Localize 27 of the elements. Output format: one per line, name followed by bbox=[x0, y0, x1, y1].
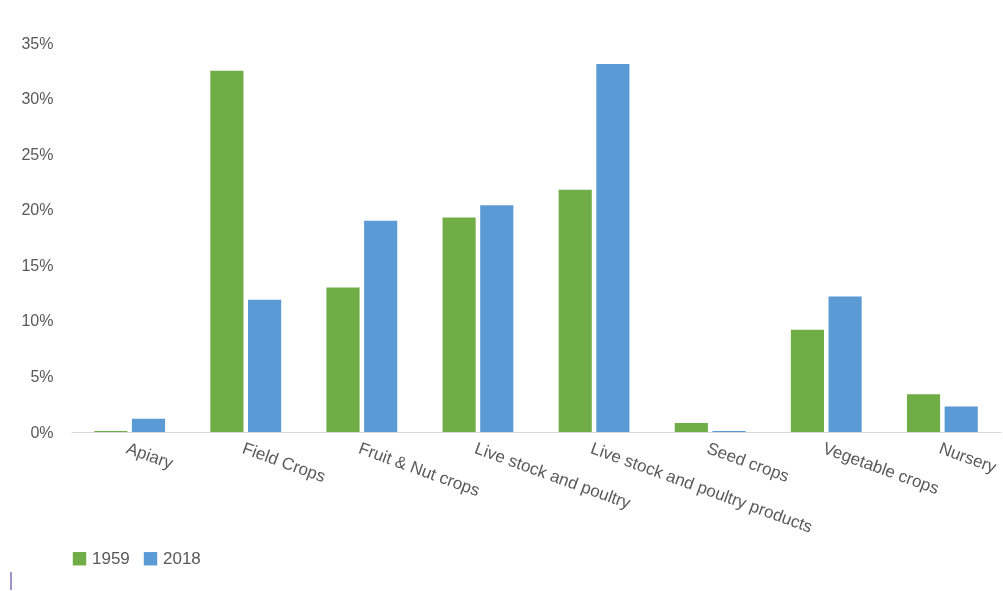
bar bbox=[558, 189, 592, 432]
bar bbox=[790, 329, 824, 432]
bar bbox=[944, 406, 978, 432]
bar bbox=[906, 394, 941, 432]
y-tick-label: 5% bbox=[30, 367, 54, 385]
y-tick-label: 35% bbox=[21, 34, 54, 52]
bar bbox=[596, 64, 630, 432]
bar bbox=[210, 70, 244, 432]
y-tick-label: 10% bbox=[21, 312, 54, 330]
y-tick-label: 0% bbox=[30, 423, 54, 441]
x-tick-label: Seed crops bbox=[704, 438, 792, 486]
bar bbox=[248, 299, 282, 432]
x-tick-label: Apiary bbox=[123, 438, 177, 474]
y-tick-label: 30% bbox=[21, 90, 54, 108]
bar bbox=[442, 217, 476, 432]
bar bbox=[326, 287, 360, 432]
bar bbox=[828, 296, 862, 432]
x-tick-label: Field Crops bbox=[239, 438, 329, 487]
y-tick-label: 15% bbox=[21, 256, 54, 274]
y-tick-label: 20% bbox=[21, 201, 54, 219]
bar bbox=[131, 418, 166, 432]
y-tick-label: 25% bbox=[21, 145, 54, 163]
bar bbox=[364, 220, 398, 432]
bar bbox=[674, 423, 708, 432]
legend-label: 2018 bbox=[163, 548, 201, 568]
legend-label: 1959 bbox=[92, 548, 130, 568]
bar bbox=[480, 205, 514, 432]
